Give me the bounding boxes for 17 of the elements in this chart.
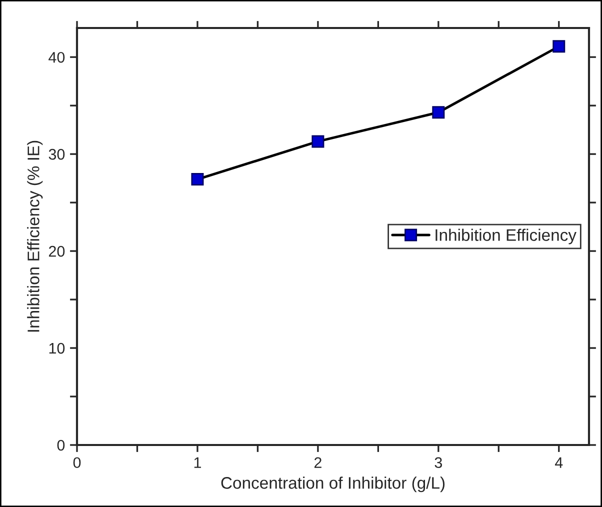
x-tick-label: 3: [434, 457, 442, 468]
point: [552, 40, 566, 53]
x-tick-label: 1: [194, 457, 201, 468]
x-tick-label: 0: [73, 457, 81, 468]
x-tick-label: 4: [554, 457, 563, 468]
point: [191, 173, 204, 186]
point: [432, 106, 445, 119]
x-axis-title: Concentration of Inhibitor (g/L): [221, 476, 445, 492]
y-axis-title: Inhibition Efficiency (% IE): [27, 140, 43, 332]
y-tick-label: 40: [48, 52, 65, 63]
y-tick-label: 30: [48, 148, 65, 160]
x-tick-label: 2: [314, 457, 322, 468]
legend-label: Inhibition Efficiency: [436, 228, 576, 244]
y-tick-label: 0: [57, 440, 65, 451]
y-tick-label: 20: [48, 246, 65, 257]
y-tick-label: 10: [49, 342, 65, 354]
point: [312, 135, 324, 148]
